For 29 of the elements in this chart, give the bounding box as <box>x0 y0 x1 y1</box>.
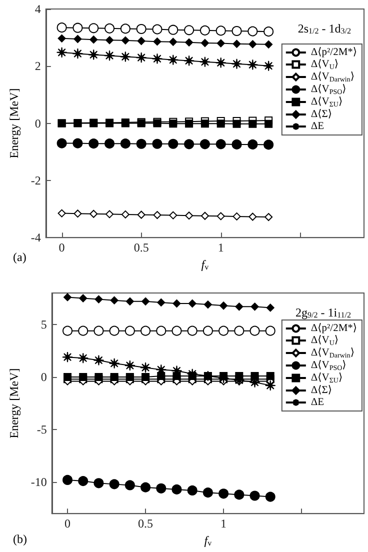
annotation: 2g9/2 - 1i11/2 <box>296 306 352 320</box>
y-tick-label: 4 <box>34 2 41 16</box>
y-tick-label: 0 <box>40 370 47 384</box>
legend-label: Δ⟨Σ⟩ <box>310 385 332 396</box>
text: (b) <box>13 532 27 546</box>
y-tick-label: 2 <box>34 59 41 74</box>
x-tick-label: 1 <box>220 516 227 531</box>
y-axis-title: Energy [MeV] <box>7 368 21 438</box>
x-axis-title: fv <box>204 534 212 548</box>
legend-label: ΔE <box>310 121 324 132</box>
legend-label: ΔE <box>310 397 324 408</box>
text: (a) <box>13 250 26 264</box>
y-tick-label: 0 <box>34 116 41 130</box>
x-axis-title: fv <box>201 258 209 272</box>
y-tick-label: -4 <box>30 230 41 245</box>
x-tick-label: 0 <box>64 516 70 531</box>
y-tick-label: -5 <box>36 422 47 437</box>
x-tick-label: 1 <box>218 240 224 255</box>
y-tick-label: -2 <box>30 173 41 188</box>
y-axis-title: Energy [MeV] <box>7 88 21 158</box>
annotation: 2s1/2 - 1d3/2 <box>298 22 352 36</box>
x-tick-label: 0.5 <box>138 516 154 531</box>
y-tick-label: -10 <box>30 475 47 490</box>
x-tick-label: 0 <box>58 240 65 255</box>
legend-label: Δ⟨p²/2M*⟩ <box>310 47 358 58</box>
legend-label: Δ⟨Σ⟩ <box>310 109 332 120</box>
legend-label: Δ⟨p²/2M*⟩ <box>310 323 358 334</box>
y-tick-label: 5 <box>40 318 47 332</box>
x-tick-label: 0.5 <box>134 240 149 255</box>
